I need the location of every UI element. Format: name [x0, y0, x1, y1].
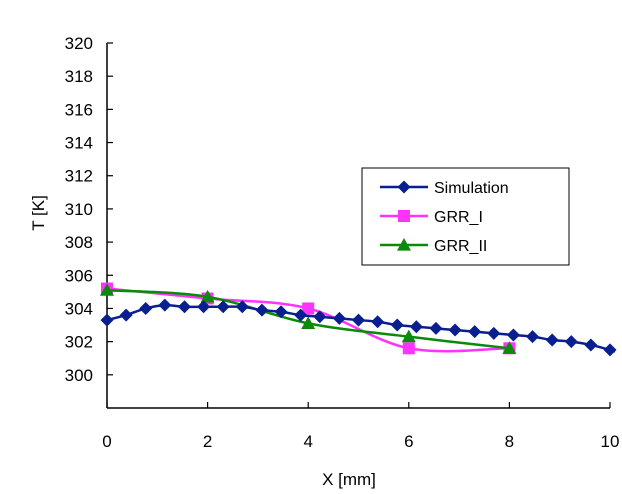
tick-labels: 300 302 304 306 308 310 312 314 316 318 320 0 2 4 6 8 10 — [65, 34, 620, 451]
y-axis-title: T [K] — [29, 195, 48, 231]
legend-marker — [397, 238, 411, 251]
data-point — [352, 313, 365, 327]
y-tick-label: 306 — [65, 266, 93, 285]
x-tick-label: 8 — [505, 432, 514, 451]
series-grr-ii — [100, 283, 517, 354]
data-point — [197, 300, 211, 314]
data-point — [526, 330, 540, 344]
data-point — [506, 328, 520, 342]
y-tick-label: 314 — [65, 134, 93, 153]
x-tick-label: 6 — [404, 432, 413, 451]
legend-items: Simulation GRR_I GRR_II — [380, 180, 509, 255]
legend-label: GRR_I — [434, 209, 483, 226]
data-point — [255, 303, 269, 317]
data-point — [313, 310, 327, 324]
data-point — [487, 326, 501, 340]
y-tick-label: 310 — [65, 200, 93, 219]
y-tick-label: 312 — [65, 167, 93, 186]
data-point — [100, 283, 114, 296]
data-point — [235, 300, 249, 314]
legend-label: GRR_II — [434, 238, 487, 255]
x-tick-label: 10 — [601, 432, 620, 451]
series-line — [106, 303, 616, 353]
data-point — [119, 308, 133, 322]
data-point — [564, 335, 578, 349]
legend-label: Simulation — [434, 180, 509, 197]
y-tick-label: 300 — [65, 366, 93, 385]
legend: Simulation GRR_I GRR_II — [361, 167, 570, 266]
y-tick-label: 316 — [65, 100, 93, 119]
y-tick-label: 320 — [65, 34, 93, 53]
data-point — [390, 318, 404, 332]
y-tick-label: 302 — [65, 333, 93, 352]
data-point — [177, 300, 191, 314]
legend-item: GRR_II — [380, 238, 487, 255]
x-axis-title: X [mm] — [322, 470, 376, 489]
data-point — [401, 329, 416, 343]
data-point — [429, 321, 443, 335]
data-point — [448, 323, 462, 337]
legend-item: Simulation — [380, 180, 509, 197]
plot-area — [100, 282, 617, 357]
y-tick-label: 318 — [65, 67, 93, 86]
legend-marker — [398, 210, 410, 222]
data-point — [603, 343, 617, 357]
data-point — [584, 338, 598, 352]
data-point — [274, 305, 288, 319]
x-tick-label: 4 — [303, 432, 312, 451]
ticks — [106, 42, 611, 408]
data-point — [409, 320, 423, 334]
data-point — [402, 342, 415, 355]
data-point — [302, 302, 315, 315]
series-simulation — [100, 298, 617, 357]
data-point — [200, 289, 215, 303]
y-tick-label: 304 — [65, 299, 93, 318]
data-point — [371, 315, 385, 329]
data-point — [301, 316, 316, 329]
axes — [106, 43, 610, 409]
y-tick-label: 308 — [65, 233, 93, 252]
data-point — [158, 298, 172, 312]
legend-item: GRR_I — [380, 209, 483, 226]
data-point — [545, 333, 559, 347]
data-point — [216, 300, 230, 314]
legend-marker — [397, 180, 411, 194]
data-point — [502, 341, 517, 354]
data-point — [332, 311, 346, 325]
x-tick-label: 0 — [102, 432, 111, 451]
data-point — [100, 313, 114, 327]
data-point — [139, 301, 153, 315]
data-point — [294, 308, 308, 322]
x-tick-label: 2 — [203, 432, 212, 451]
data-point — [468, 325, 482, 339]
